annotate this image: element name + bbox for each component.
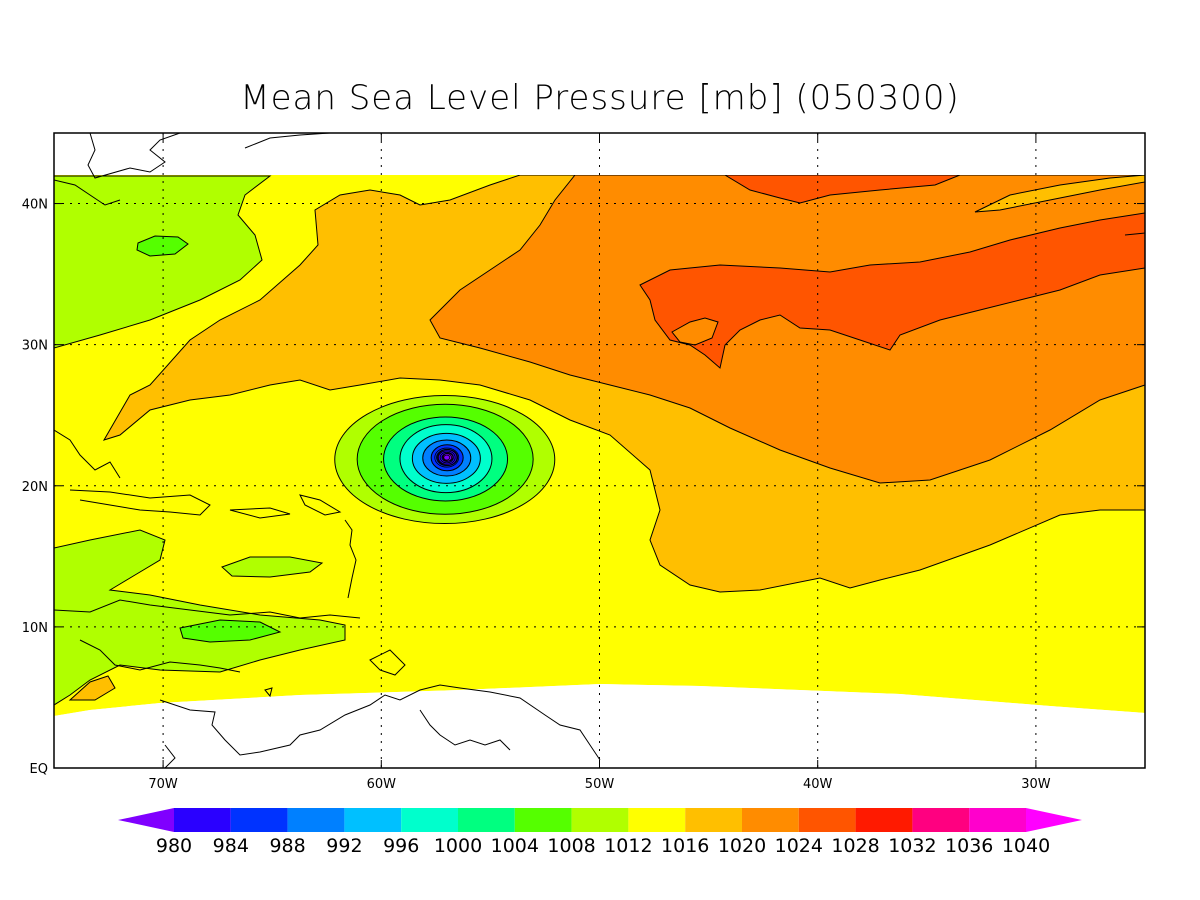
colorbar-level-label: 1016: [661, 835, 709, 857]
colorbar-box: [855, 808, 913, 832]
colorbar-level-label: 1000: [434, 835, 482, 857]
pressure-colorbar: 980 984 988 992 996 1000 1004 1008 1012 1016 1020 1…: [118, 808, 1082, 857]
colorbar-arrow-high: [1026, 808, 1082, 832]
pressure-ring: [443, 454, 451, 461]
colorbar-level-label: 992: [326, 835, 362, 857]
coastlines: [54, 133, 1145, 768]
colorbar-level-label: 1008: [547, 835, 595, 857]
band-1024-1028-east: [639, 212, 1145, 369]
band-1008-1012-nw: [54, 175, 272, 349]
colorbar-level-label: 1036: [945, 835, 993, 857]
colorbar-box: [571, 808, 629, 832]
low-pressure-system: [334, 395, 556, 525]
pressure-ring: [436, 449, 458, 467]
band-1024-1028-north: [723, 174, 961, 204]
map-title: Mean Sea Level Pressure [mb] (050300): [240, 78, 960, 118]
lon-tick-label: 50W: [585, 777, 615, 792]
lon-tick-label: 60W: [367, 777, 397, 792]
lat-tick-label: 20N: [22, 480, 48, 495]
colorbar-level-label: 1004: [491, 835, 539, 857]
colorbar-level-label: 996: [383, 835, 419, 857]
lat-tick-label: 40N: [22, 198, 48, 213]
lon-tick-label: 30W: [1021, 777, 1051, 792]
colorbar-box: [798, 808, 856, 832]
colorbar-box: [458, 808, 515, 832]
colorbar-box: [742, 808, 799, 832]
colorbar-level-label: 1028: [831, 835, 879, 857]
colorbar-box: [628, 808, 686, 832]
colorbar-box: [344, 808, 402, 832]
band-1004-1008-sw: [179, 619, 282, 643]
band-1020-1024: [429, 174, 1145, 484]
colorbar-level-label: 1024: [775, 835, 823, 857]
colorbar-arrow-low: [118, 808, 174, 832]
pressure-ring: [441, 453, 452, 462]
band-1004-1008-nw: [136, 235, 189, 257]
colorbar-level-label: 1040: [1002, 835, 1050, 857]
colorbar-box: [174, 808, 231, 832]
lat-lon-grid: [54, 133, 1145, 768]
colorbar-level-label: 1032: [888, 835, 936, 857]
colorbar-level-label: 980: [156, 835, 192, 857]
lat-tick-label: EQ: [30, 762, 48, 777]
colorbar-box: [401, 808, 458, 832]
lat-tick-label: 30N: [22, 339, 48, 354]
lat-tick-label: 10N: [22, 621, 48, 636]
colorbar-level-label: 1012: [604, 835, 652, 857]
colorbar-level-label: 984: [213, 835, 249, 857]
band-1008-1012-sw: [54, 529, 346, 706]
map-axes: 70W 60W 50W 40W 30W EQ 10N 20N 30N 40N: [22, 133, 1145, 792]
colorbar-box: [287, 808, 345, 832]
colorbar-box: [514, 808, 572, 832]
pressure-ring: [437, 450, 456, 465]
pressure-ring: [439, 451, 454, 464]
colorbar-box: [912, 808, 970, 832]
colorbar-box: [969, 808, 1026, 832]
colorbar-level-label: 1020: [718, 835, 766, 857]
colorbar-box: [230, 808, 288, 832]
lon-tick-label: 40W: [803, 777, 833, 792]
colorbar-level-label: 988: [269, 835, 305, 857]
pressure-ring: [434, 447, 460, 468]
pressure-contour-fills: [54, 133, 1145, 768]
lon-tick-label: 70W: [148, 777, 178, 792]
colorbar-box: [685, 808, 742, 832]
